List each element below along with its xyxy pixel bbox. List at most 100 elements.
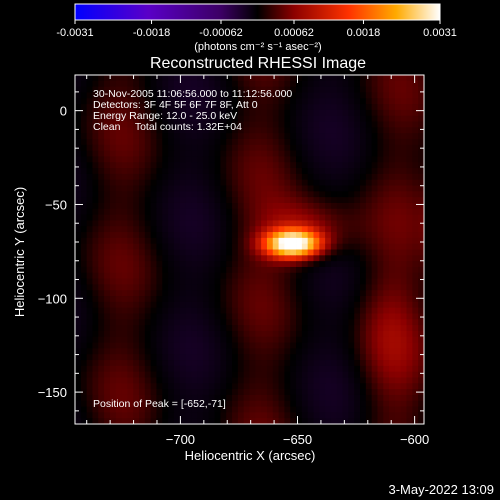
heatmap-cell bbox=[389, 261, 396, 268]
heatmap-cell bbox=[226, 266, 233, 274]
heatmap-cell bbox=[336, 412, 343, 419]
heatmap-cell bbox=[365, 342, 373, 349]
heatmap-cell bbox=[243, 191, 250, 198]
heatmap-cell bbox=[127, 418, 134, 425]
heatmap-cell bbox=[208, 168, 215, 175]
heatmap-cell bbox=[150, 330, 157, 338]
heatmap-cell bbox=[330, 383, 338, 390]
heatmap-cell bbox=[156, 394, 163, 402]
heatmap-cell bbox=[348, 325, 355, 332]
heatmap-cell bbox=[121, 412, 128, 419]
heatmap-cell bbox=[261, 418, 268, 425]
heatmap-cell bbox=[400, 272, 407, 279]
heatmap-cell bbox=[127, 168, 134, 175]
heatmap-cell bbox=[80, 156, 88, 163]
heatmap-cell bbox=[261, 138, 268, 146]
heatmap-cell bbox=[296, 389, 303, 396]
heatmap-cell bbox=[383, 394, 390, 402]
heatmap-cell bbox=[406, 325, 413, 332]
heatmap-cell bbox=[394, 202, 402, 210]
heatmap-cell bbox=[208, 208, 215, 215]
heatmap-cell bbox=[325, 138, 332, 146]
heatmap-cell bbox=[389, 75, 396, 82]
heatmap-cell bbox=[371, 278, 378, 285]
heatmap-cell bbox=[109, 243, 117, 250]
heatmap-cell bbox=[162, 173, 169, 181]
heatmap-cell bbox=[255, 237, 262, 245]
heatmap-cell bbox=[249, 412, 256, 419]
heatmap-cell bbox=[243, 162, 250, 169]
heatmap-cell bbox=[400, 226, 407, 233]
heatmap-cell bbox=[197, 104, 204, 111]
heatmap-cell bbox=[360, 138, 367, 146]
heatmap-cell bbox=[330, 348, 338, 355]
heatmap-cell bbox=[313, 75, 320, 82]
heatmap-cell bbox=[377, 168, 384, 175]
heatmap-cell bbox=[243, 330, 250, 338]
heatmap-cell bbox=[121, 138, 128, 146]
heatmap-cell bbox=[80, 348, 88, 355]
heatmap-cell bbox=[162, 371, 169, 378]
peak-position-label: Position of Peak = [-652,-71] bbox=[93, 398, 226, 410]
heatmap-cell bbox=[325, 261, 332, 268]
heatmap-cell bbox=[313, 109, 320, 117]
heatmap-cell bbox=[138, 330, 146, 338]
heatmap-cell bbox=[92, 261, 99, 268]
heatmap-cell bbox=[98, 371, 105, 378]
heatmap-cell bbox=[284, 115, 291, 122]
heatmap-cell bbox=[394, 325, 402, 332]
heatmap-cell bbox=[232, 232, 239, 239]
heatmap-cell bbox=[284, 80, 291, 88]
heatmap-cell bbox=[418, 237, 425, 245]
heatmap-cell bbox=[243, 115, 250, 122]
heatmap-cell bbox=[261, 237, 268, 245]
heatmap-cell bbox=[336, 191, 343, 198]
heatmap-cell bbox=[261, 249, 268, 256]
heatmap-cell bbox=[412, 115, 419, 122]
heatmap-cell bbox=[278, 296, 285, 303]
heatmap-cell bbox=[290, 406, 297, 413]
heatmap-cell bbox=[394, 301, 402, 309]
heatmap-cell bbox=[319, 121, 326, 128]
heatmap-cell bbox=[348, 342, 355, 349]
heatmap-cell bbox=[98, 92, 105, 99]
heatmap-cell bbox=[418, 261, 425, 268]
heatmap-cell bbox=[115, 202, 122, 210]
heatmap-cell bbox=[336, 261, 343, 268]
heatmap-cell bbox=[121, 98, 128, 105]
heatmap-cell bbox=[150, 86, 157, 93]
heatmap-cell bbox=[249, 365, 256, 373]
heatmap-cell bbox=[86, 115, 93, 122]
heatmap-cell bbox=[377, 255, 384, 262]
heatmap-cell bbox=[109, 307, 117, 314]
heatmap-cell bbox=[365, 313, 373, 320]
heatmap-cell bbox=[418, 360, 425, 367]
heatmap-cell bbox=[98, 272, 105, 279]
heatmap-cell bbox=[348, 86, 355, 93]
heatmap-cell bbox=[284, 75, 291, 82]
heatmap-cell bbox=[226, 330, 233, 338]
heatmap-cell bbox=[278, 342, 285, 349]
heatmap-cell bbox=[214, 336, 221, 343]
heatmap-cell bbox=[365, 325, 373, 332]
heatmap-cell bbox=[232, 319, 239, 326]
heatmap-cell bbox=[104, 191, 111, 198]
heatmap-cell bbox=[237, 261, 245, 268]
heatmap-cell bbox=[121, 290, 128, 297]
heatmap-cell bbox=[179, 232, 186, 239]
heatmap-cell bbox=[330, 261, 338, 268]
heatmap-cell bbox=[249, 191, 256, 198]
heatmap-cell bbox=[226, 162, 233, 169]
heatmap-cell bbox=[319, 330, 326, 338]
heatmap-cell bbox=[133, 290, 140, 297]
heatmap-cell bbox=[121, 389, 128, 396]
heatmap-cell bbox=[272, 220, 279, 227]
heatmap-cell bbox=[86, 179, 93, 186]
heatmap-cell bbox=[371, 226, 378, 233]
heatmap-cell bbox=[243, 226, 250, 233]
heatmap-cell bbox=[197, 80, 204, 88]
heatmap-cell bbox=[144, 284, 152, 291]
heatmap-cell bbox=[243, 418, 250, 425]
heatmap-cell bbox=[412, 197, 419, 204]
heatmap-cell bbox=[371, 156, 378, 163]
